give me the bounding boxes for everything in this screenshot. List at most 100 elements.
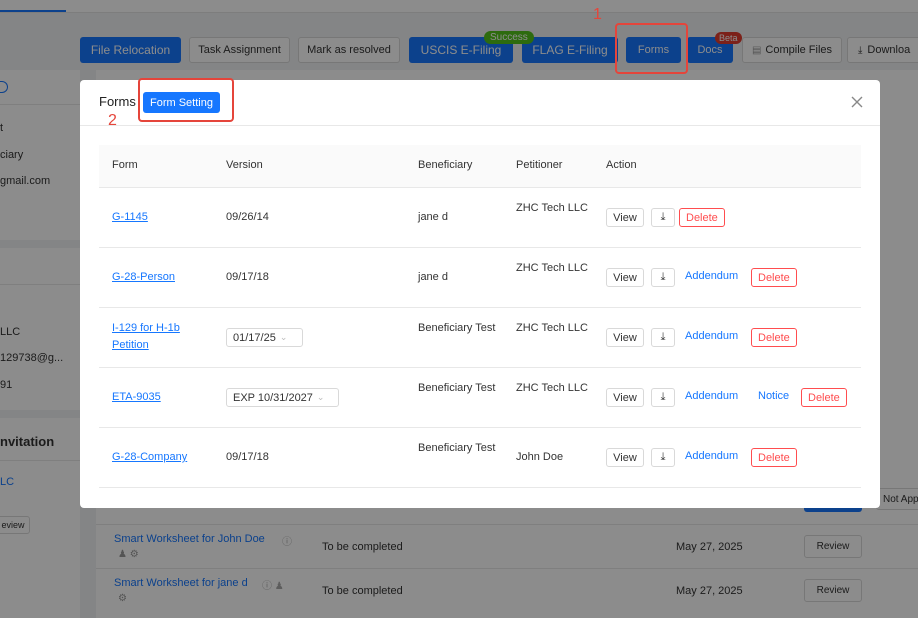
help-icon: ⓘ <box>282 537 292 548</box>
download-icon[interactable]: ⤓ <box>651 328 675 347</box>
left-divider-2 <box>0 284 80 285</box>
form-version: 09/26/14 <box>226 211 269 223</box>
forms-step-number: 1 <box>593 6 602 23</box>
left-info-card: t ciary gmail.com <box>0 70 80 240</box>
active-tab-indicator <box>0 10 66 12</box>
beneficiary: Beneficiary Test <box>418 442 496 454</box>
view-button[interactable]: View <box>606 268 644 287</box>
worksheet-date: May 27, 2025 <box>676 585 743 597</box>
worksheet-date: May 27, 2025 <box>676 541 743 553</box>
column-form: Form <box>112 159 138 171</box>
forms-button[interactable]: Forms <box>626 37 681 63</box>
close-icon[interactable] <box>849 94 865 110</box>
worksheet-name[interactable]: Smart Worksheet for John Doe <box>114 533 265 545</box>
task-assignment-button[interactable]: Task Assignment <box>189 37 290 63</box>
view-button[interactable]: View <box>606 448 644 467</box>
beneficiary: Beneficiary Test <box>418 322 496 334</box>
form-setting-highlight-box <box>138 78 234 122</box>
review-button[interactable]: Review <box>804 535 862 558</box>
left-text-5: 129738@g... <box>0 352 64 364</box>
form-name-link[interactable]: G-28-Person <box>112 271 175 283</box>
delete-button[interactable]: Delete <box>751 328 797 347</box>
view-button[interactable]: View <box>606 208 644 227</box>
download-icon[interactable]: ⤓ <box>651 268 675 287</box>
form-setting-step-number: 2 <box>108 112 117 129</box>
left-text-6: 91 <box>0 379 13 391</box>
left-divider <box>0 104 80 105</box>
download-icon[interactable]: ⤓ <box>651 388 675 407</box>
column-petitioner: Petitioner <box>516 159 563 171</box>
left-text-2: ciary <box>0 149 24 161</box>
help-icon: ⓘ ♟ <box>262 581 284 592</box>
form-name-link[interactable]: G-28-Company <box>112 451 188 463</box>
download-icon[interactable]: ⤓ <box>651 448 675 467</box>
download-icon[interactable]: ⤓ <box>651 208 675 227</box>
petitioner: ZHC Tech LLC <box>516 202 588 214</box>
left-review-button[interactable]: eview <box>0 516 30 534</box>
addendum-link[interactable]: Addendum <box>685 270 739 282</box>
download-button[interactable]: ⤓ Downloa <box>847 37 918 63</box>
left-divider-3 <box>0 460 80 461</box>
addendum-link[interactable]: Addendum <box>685 450 739 462</box>
form-name-link[interactable]: ETA-9035 <box>112 391 161 403</box>
compile-files-label: Compile Files <box>765 44 833 56</box>
delete-button[interactable]: Delete <box>801 388 847 407</box>
worksheet-status: To be completed <box>322 541 403 553</box>
download-label: Downloa <box>867 44 911 56</box>
delete-button[interactable]: Delete <box>679 208 725 227</box>
table-row: G-28-Company 09/17/18 Beneficiary Test J… <box>99 428 861 488</box>
petitioner: John Doe <box>516 451 564 463</box>
worksheet-row: Smart Worksheet for jane d ⓘ ♟ ⚙ To be c… <box>96 568 918 612</box>
printer-icon: ▤ <box>751 44 762 56</box>
left-contact-card: LLC 129738@g... 91 <box>0 248 80 410</box>
top-tab-strip <box>0 0 918 13</box>
beta-badge: Beta <box>715 32 742 44</box>
form-name-link[interactable]: G-1145 <box>112 211 148 223</box>
version-select[interactable]: EXP 10/31/2027 ⌄ <box>226 388 339 407</box>
invitation-link[interactable]: LC <box>0 476 15 488</box>
download-icon: ⤓ <box>858 44 863 56</box>
beneficiary: Beneficiary Test <box>418 382 496 394</box>
column-beneficiary: Beneficiary <box>418 159 473 171</box>
delete-button[interactable]: Delete <box>751 448 797 467</box>
column-action: Action <box>606 159 637 171</box>
flag-efiling-button[interactable]: FLAG E-Filing <box>522 37 618 63</box>
modal-title: Forms <box>99 94 136 109</box>
review-button[interactable]: Review <box>804 579 862 602</box>
form-version: 09/17/18 <box>226 451 269 463</box>
form-setting-button[interactable]: Form Setting <box>143 92 220 113</box>
table-row: G-28-Person 09/17/18 jane d ZHC Tech LLC… <box>99 248 861 308</box>
notice-link[interactable]: Notice <box>758 390 790 402</box>
user-icon: ♟ ⚙ <box>118 549 139 560</box>
version-select-value: 01/17/25 <box>233 331 276 344</box>
chevron-down-icon: ⌄ <box>279 332 288 342</box>
file-relocation-button[interactable]: File Relocation <box>80 37 181 63</box>
version-select-value: EXP 10/31/2027 <box>233 391 313 404</box>
left-text-3: gmail.com <box>0 175 51 187</box>
addendum-link[interactable]: Addendum <box>685 390 739 402</box>
petitioner: ZHC Tech LLC <box>516 382 588 394</box>
worksheet-row: Smart Worksheet for John Doe ⓘ ♟ ⚙ To be… <box>96 524 918 568</box>
form-name-link[interactable]: I-129 for H-1b Petition <box>112 322 180 351</box>
petitioner: ZHC Tech LLC <box>516 322 588 334</box>
chevron-down-icon: ⌄ <box>316 392 325 402</box>
view-button[interactable]: View <box>606 328 644 347</box>
invitation-heading: nvitation <box>0 434 55 449</box>
gear-icon: ⚙ <box>118 593 127 604</box>
compile-files-button[interactable]: ▤ Compile Files <box>742 37 842 63</box>
beneficiary: jane d <box>418 271 448 283</box>
table-row: G-1145 09/26/14 jane d ZHC Tech LLC View… <box>99 188 861 248</box>
forms-highlight-box <box>615 23 688 74</box>
delete-button[interactable]: Delete <box>751 268 797 287</box>
mark-as-resolved-button[interactable]: Mark as resolved <box>298 37 400 63</box>
petitioner: ZHC Tech LLC <box>516 262 588 274</box>
beneficiary: jane d <box>418 211 448 223</box>
version-select[interactable]: 01/17/25 ⌄ <box>226 328 303 347</box>
left-invitation-card: nvitation LC eview <box>0 418 80 618</box>
addendum-link[interactable]: Addendum <box>685 330 739 342</box>
view-button[interactable]: View <box>606 388 644 407</box>
worksheet-name[interactable]: Smart Worksheet for jane d <box>114 577 248 589</box>
table-row: I-129 for H-1b Petition 01/17/25 ⌄ Benef… <box>99 308 861 368</box>
table-row: ETA-9035 EXP 10/31/2027 ⌄ Beneficiary Te… <box>99 368 861 428</box>
help-icon <box>0 81 8 93</box>
